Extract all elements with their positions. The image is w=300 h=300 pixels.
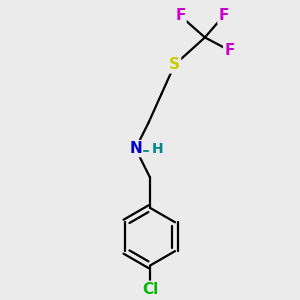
Text: Cl: Cl <box>142 282 158 297</box>
Text: H: H <box>152 142 163 156</box>
Text: N: N <box>129 141 142 156</box>
Text: F: F <box>218 8 229 23</box>
Text: S: S <box>169 57 180 72</box>
Text: F: F <box>224 43 235 58</box>
Text: F: F <box>175 8 185 23</box>
